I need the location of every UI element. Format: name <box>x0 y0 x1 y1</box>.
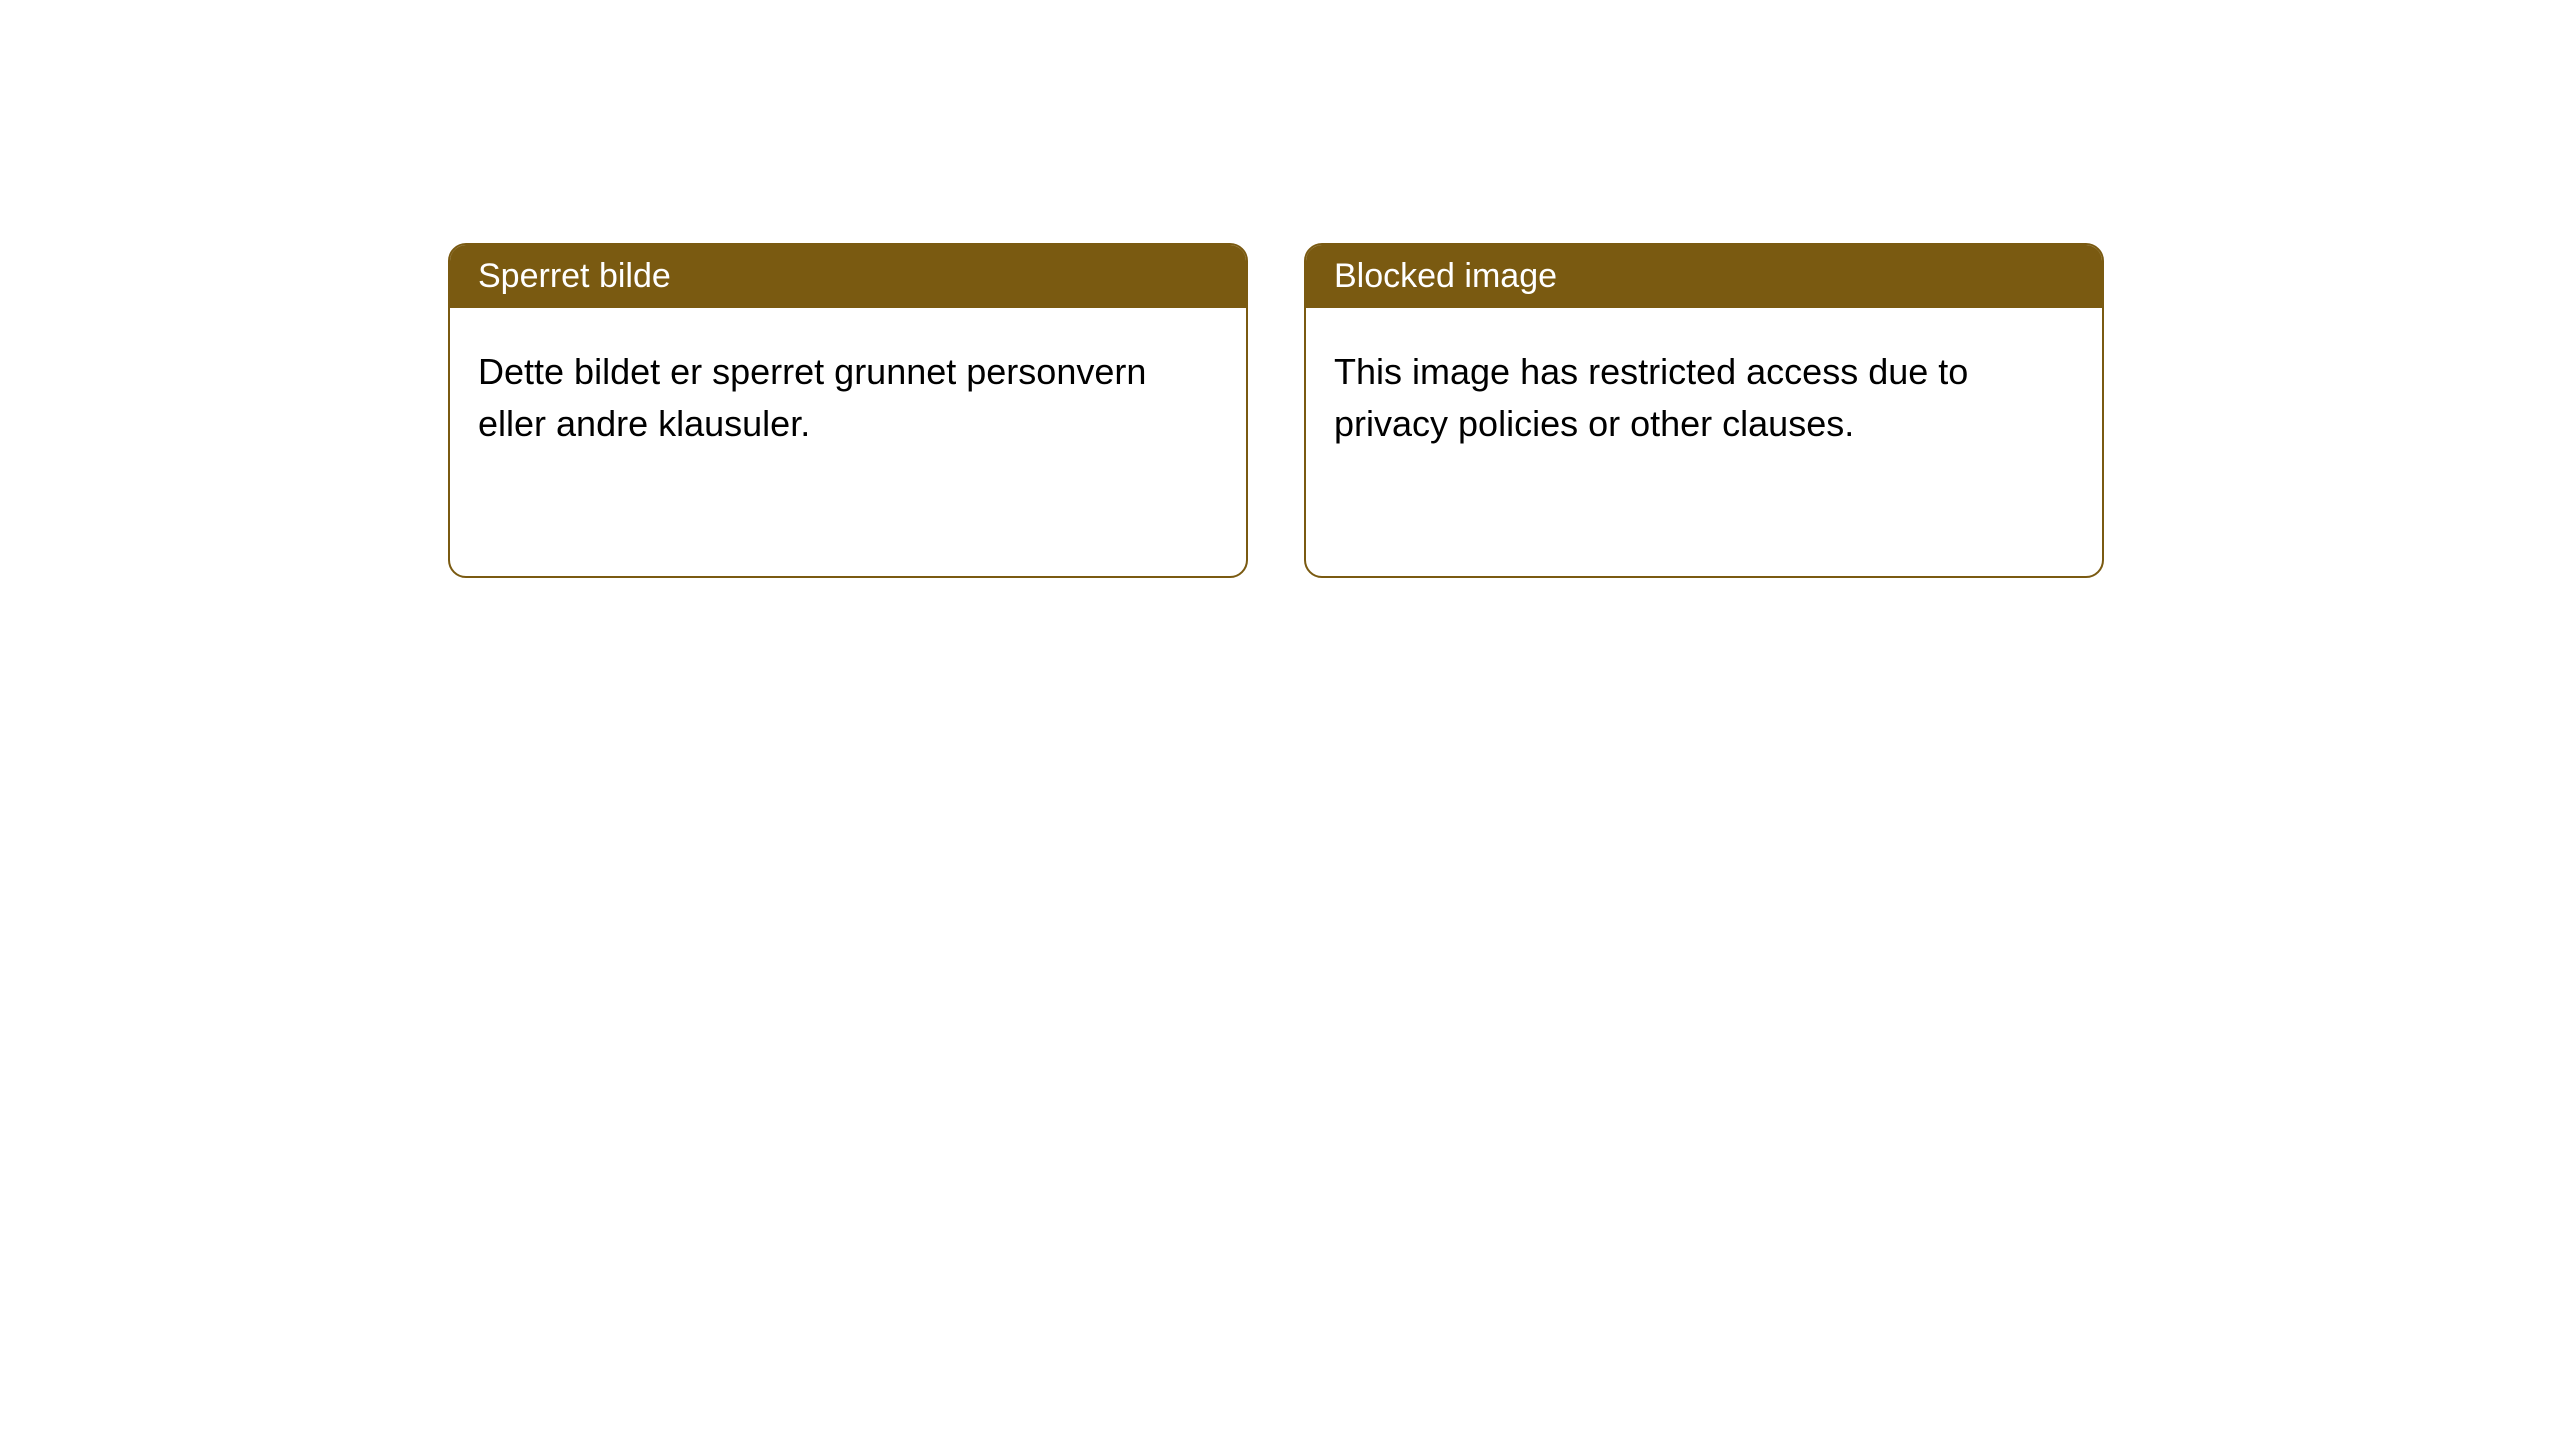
notice-title-en: Blocked image <box>1306 245 2102 308</box>
notice-body-en: This image has restricted access due to … <box>1306 308 2102 488</box>
notice-body-no: Dette bildet er sperret grunnet personve… <box>450 308 1246 488</box>
notice-title-no: Sperret bilde <box>450 245 1246 308</box>
notice-container: Sperret bilde Dette bildet er sperret gr… <box>0 0 2560 578</box>
notice-card-english: Blocked image This image has restricted … <box>1304 243 2104 578</box>
notice-card-norwegian: Sperret bilde Dette bildet er sperret gr… <box>448 243 1248 578</box>
